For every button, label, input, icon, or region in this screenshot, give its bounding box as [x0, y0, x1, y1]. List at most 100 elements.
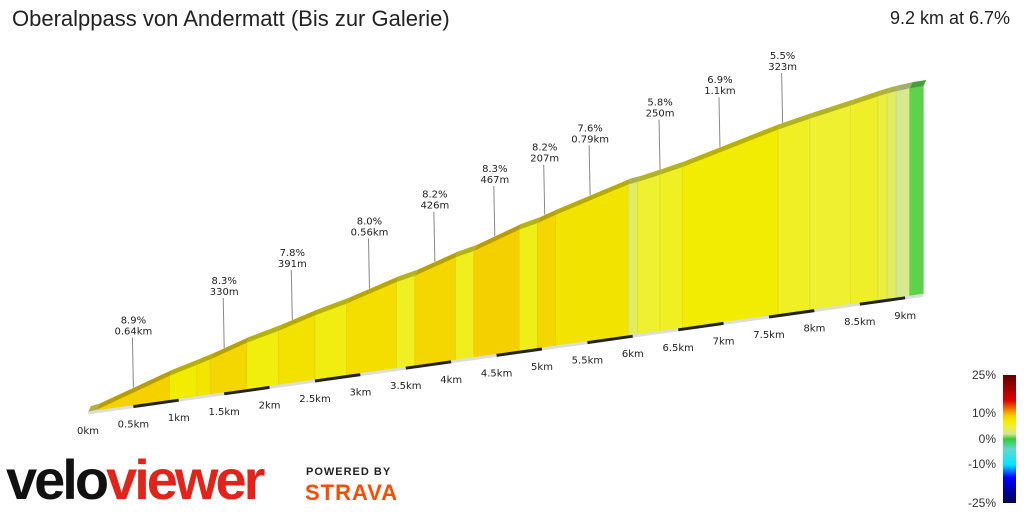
annotation-gradient: 8.3%	[482, 164, 507, 175]
profile-top-surface	[809, 99, 854, 119]
distance-axis-segment	[541, 341, 588, 351]
profile-top-surface	[555, 178, 632, 215]
x-tick-label: 3.5km	[390, 381, 421, 392]
profile-segment	[396, 275, 416, 369]
profile-top-surface	[414, 251, 459, 276]
distance-axis-segment	[269, 379, 316, 389]
annotation-gradient: 5.8%	[647, 98, 672, 109]
profile-top-surface	[628, 175, 641, 185]
distance-axis-segment	[904, 293, 924, 300]
profile-top-surface	[637, 168, 664, 182]
profile-top-surface	[473, 223, 523, 251]
x-tick-label: 8.5km	[844, 317, 875, 328]
profile-segment	[455, 250, 475, 361]
x-tick-label: 3km	[349, 388, 371, 399]
distance-axis-segment	[587, 334, 634, 345]
profile-top-surface	[97, 369, 173, 410]
x-tick-label: 7km	[713, 336, 735, 347]
annotation-length: 426m	[420, 201, 449, 212]
legend-label: 10%	[971, 406, 996, 420]
legend-label: -10%	[967, 457, 996, 471]
annotation-leader-line	[290, 269, 293, 320]
profile-top-surface	[850, 90, 881, 106]
profile-top-surface	[909, 80, 927, 89]
distance-axis-segment	[677, 321, 724, 332]
annotation-leader-line	[658, 119, 661, 170]
profile-top-surface	[246, 324, 282, 343]
profile-segment	[877, 93, 888, 301]
profile-top-surface	[682, 123, 782, 167]
annotation-leader-line	[131, 337, 134, 388]
legend-label: 25%	[971, 368, 996, 382]
annotation-length: 0.79km	[571, 134, 609, 145]
distance-axis-segment	[450, 353, 497, 364]
profile-top-surface	[887, 85, 900, 94]
x-tick-label: 2km	[259, 400, 281, 411]
annotation-length: 330m	[210, 287, 239, 298]
x-tick-label: 0km	[77, 426, 99, 437]
profile-top-surface	[210, 336, 250, 360]
annotation-leader-line	[493, 186, 496, 237]
profile-top-surface	[346, 275, 400, 304]
x-tick-label: 0.5km	[118, 420, 149, 431]
profile-top-surface	[896, 82, 913, 92]
profile-segment	[414, 256, 456, 367]
profile-segment	[886, 90, 897, 300]
distance-axis-segment	[314, 373, 361, 383]
profile-top-surface	[396, 269, 418, 282]
legend-label: 0%	[978, 432, 996, 446]
profile-top-surface	[278, 309, 318, 331]
gradient-color-legend	[1003, 375, 1016, 503]
annotation-length: 207m	[530, 154, 559, 165]
climb-title: Oberalppass von Andermatt (Bis zur Galer…	[12, 6, 450, 31]
profile-top-surface	[88, 403, 101, 412]
annotation-length: 1.1km	[704, 86, 735, 97]
annotation-gradient: 8.0%	[357, 217, 382, 228]
distance-axis-segment	[87, 405, 134, 415]
distance-axis-segment	[496, 347, 543, 357]
annotation-leader-line	[588, 145, 591, 196]
profile-top-surface	[455, 244, 477, 258]
profile-segment	[314, 303, 348, 381]
profile-top-surface	[519, 216, 541, 230]
profile-top-surface	[778, 112, 813, 130]
x-tick-label: 6km	[622, 349, 644, 360]
profile-segment	[909, 85, 924, 297]
x-tick-label: 1.5km	[208, 407, 239, 418]
profile-segment	[473, 229, 520, 358]
logo-viewer: viewer	[106, 448, 265, 511]
profile-top-surface	[537, 208, 559, 223]
profile-segment	[637, 174, 661, 335]
profile-top-surface	[196, 353, 214, 365]
profile-segment	[777, 118, 811, 316]
distance-axis-segment	[178, 392, 225, 402]
annotation-leader-line	[543, 164, 546, 215]
profile-segment	[850, 95, 879, 305]
x-tick-label: 2.5km	[299, 394, 330, 405]
profile-segment	[659, 166, 683, 332]
profile-segment	[895, 87, 910, 299]
annotation-leader-line	[781, 72, 784, 123]
x-tick-label: 6.5km	[662, 343, 693, 354]
strava-logo[interactable]: STRAVA	[305, 480, 399, 505]
distance-axis-segment	[360, 366, 407, 377]
distance-axis-segment	[223, 385, 270, 396]
annotation-gradient: 5.5%	[770, 51, 795, 62]
x-tick-label: 5km	[531, 362, 553, 373]
x-tick-label: 9km	[894, 311, 916, 322]
annotation-length: 467m	[480, 175, 509, 186]
legend-label: -25%	[967, 496, 996, 510]
annotation-length: 0.64km	[114, 326, 152, 337]
annotation-length: 250m	[646, 109, 675, 120]
x-tick-label: 7.5km	[753, 330, 784, 341]
climb-summary: 9.2 km at 6.7%	[889, 8, 1010, 28]
annotation-length: 323m	[768, 62, 797, 73]
x-tick-label: 4km	[440, 375, 462, 386]
veloviewer-logo[interactable]: veloviewer	[6, 452, 265, 508]
annotation-gradient: 7.8%	[280, 248, 305, 259]
distance-axis-segment	[859, 296, 906, 306]
annotation-gradient: 8.3%	[211, 276, 236, 287]
distance-axis-segment	[768, 309, 815, 319]
x-tick-label: 1km	[168, 413, 190, 424]
